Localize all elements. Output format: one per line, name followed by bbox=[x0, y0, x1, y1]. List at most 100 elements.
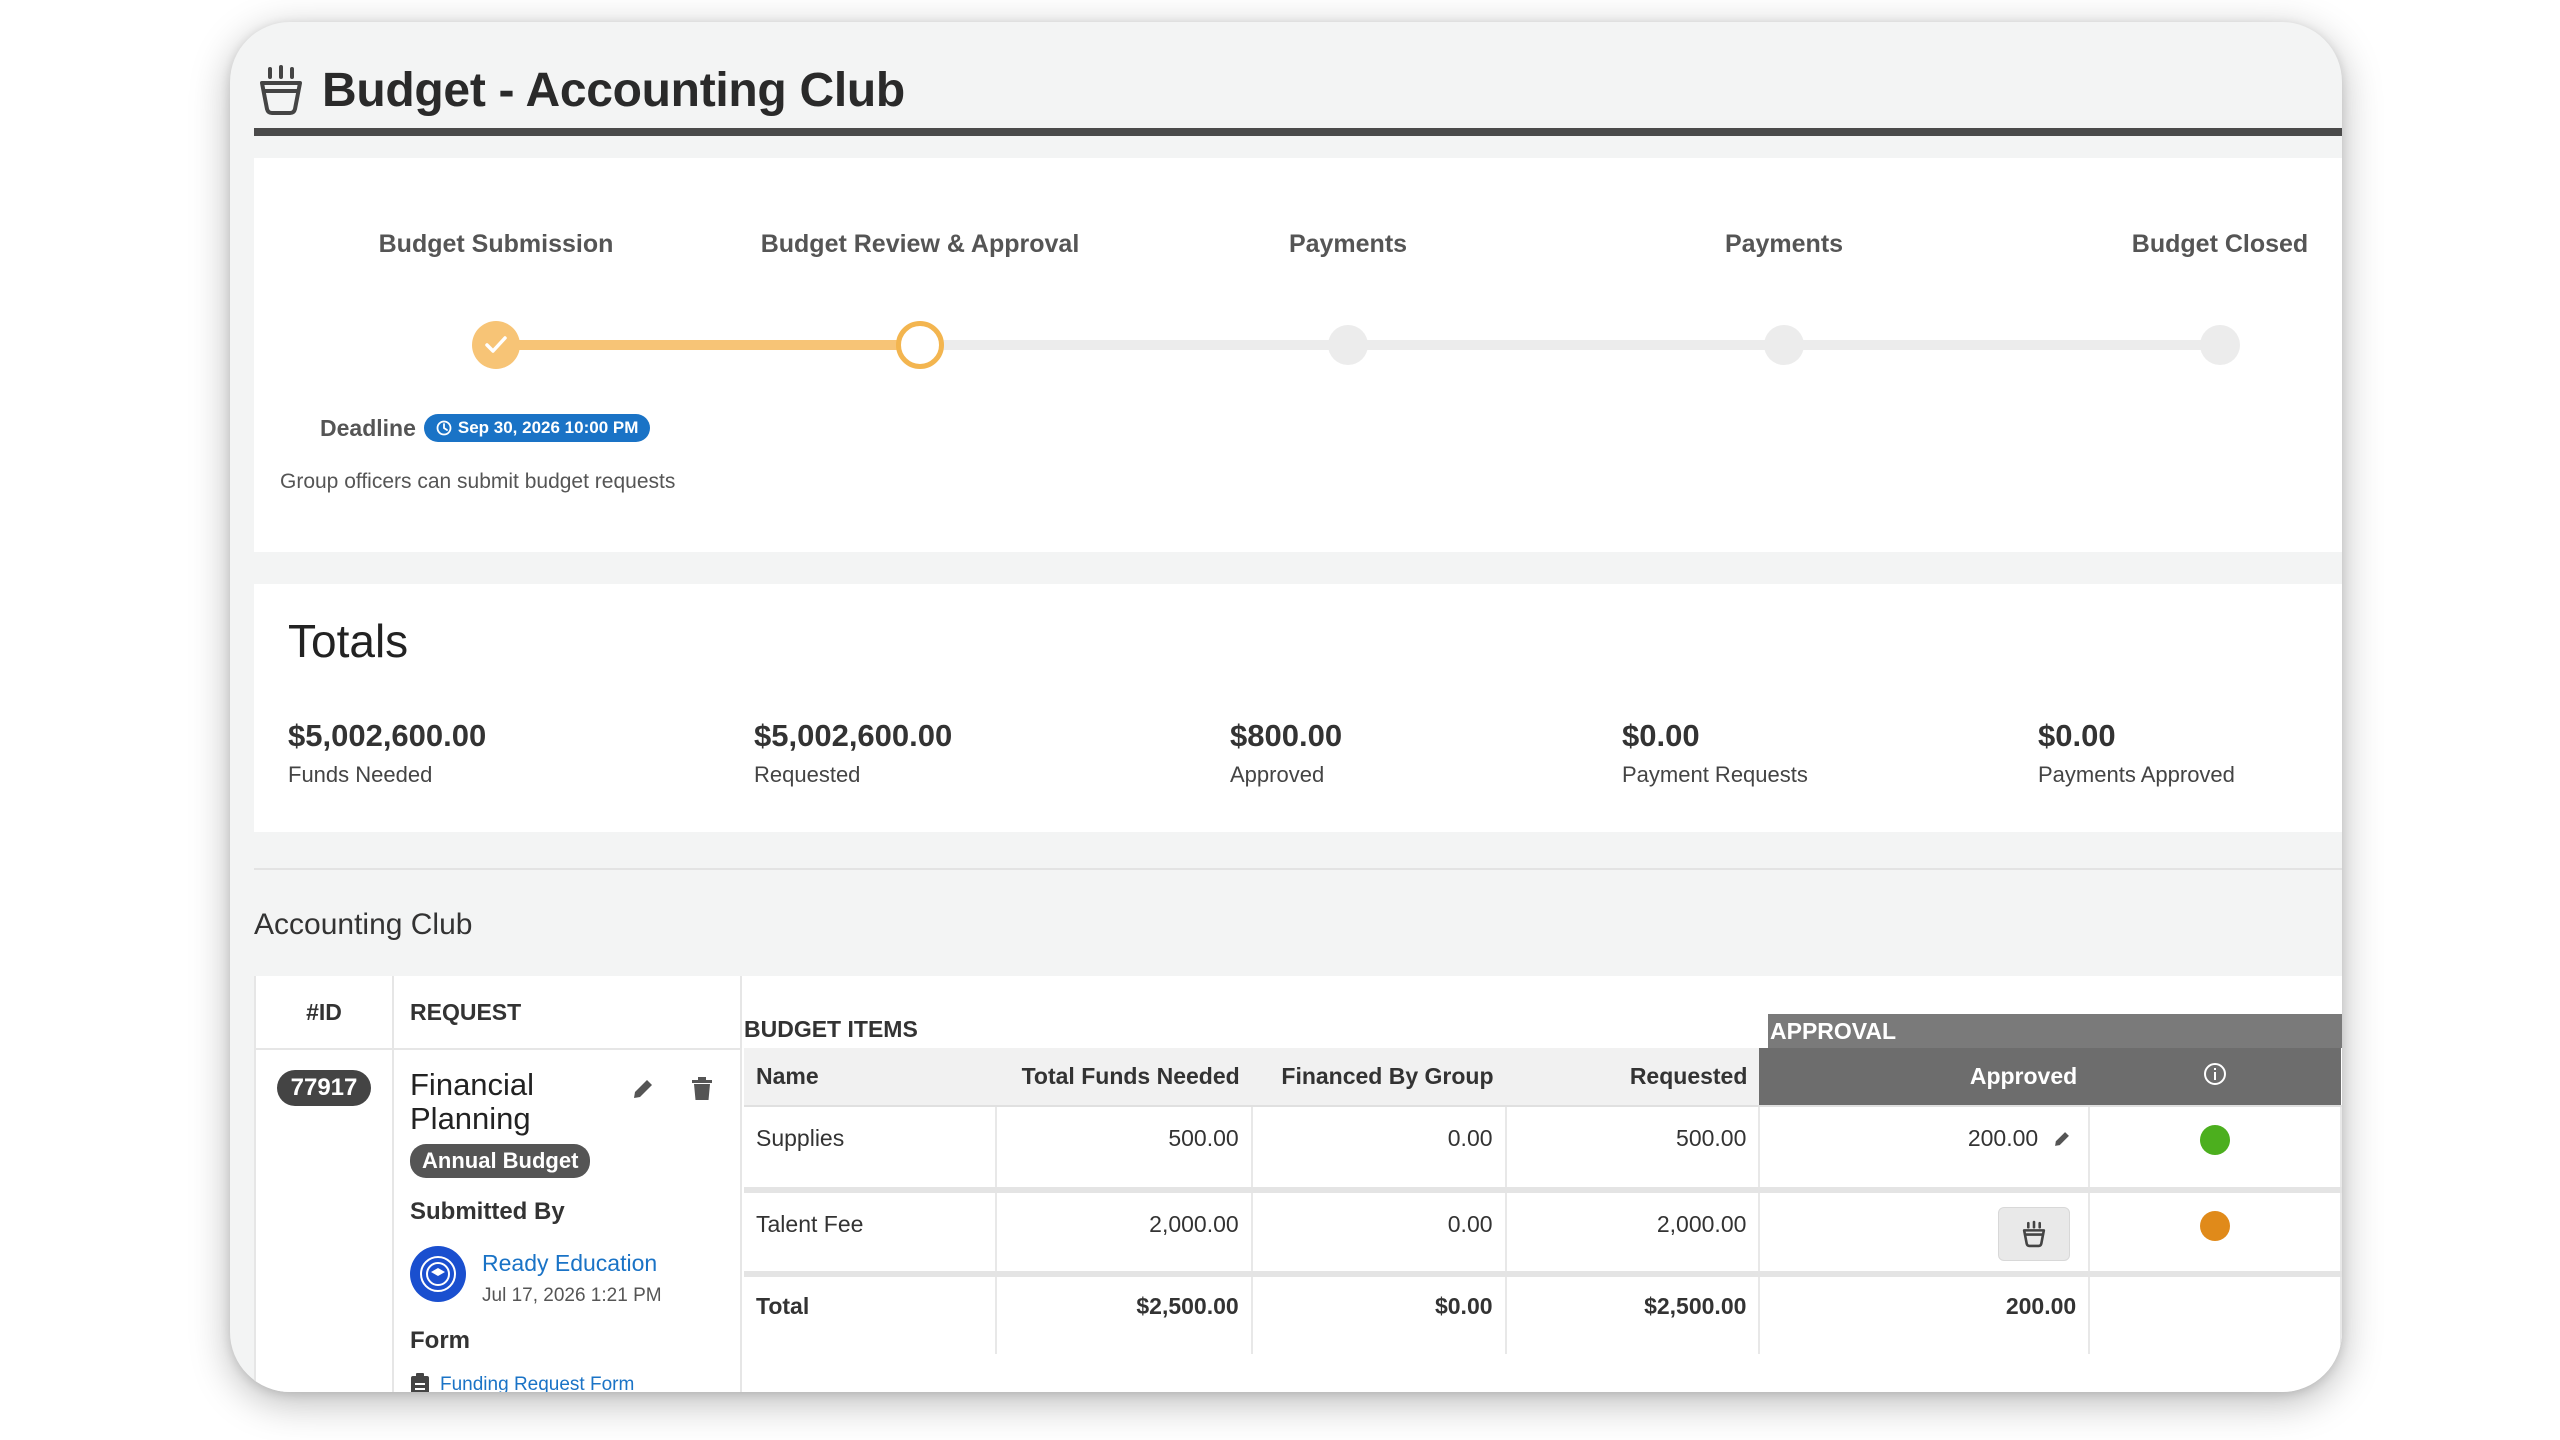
total-row-empty bbox=[2089, 1274, 2342, 1354]
id-header: #ID bbox=[256, 976, 392, 1050]
total-label: Approved bbox=[1230, 762, 1325, 787]
deadline-row: Deadline Sep 30, 2026 10:00 PM bbox=[320, 414, 651, 442]
column-name: Name bbox=[744, 1048, 996, 1107]
total-row-financed-by-group: $0.00 bbox=[1251, 1274, 1507, 1354]
form-link[interactable]: Funding Request Form bbox=[440, 1374, 635, 1392]
deadline-badge: Sep 30, 2026 10:00 PM bbox=[423, 414, 651, 442]
app-window: Budget - Accounting Club Budget Submissi… bbox=[230, 22, 2342, 1392]
step-label-budget-submission: Budget Submission bbox=[378, 230, 614, 258]
clock-icon bbox=[436, 420, 452, 436]
status-dot-approved bbox=[2200, 1125, 2231, 1155]
total-requested: $5,002,600.00 Requested bbox=[754, 718, 952, 788]
table-row: Talent Fee 2,000.00 0.00 2,000.00 bbox=[744, 1190, 2342, 1277]
step-node-budget-closed[interactable] bbox=[2200, 325, 2240, 365]
basket-icon bbox=[260, 65, 302, 115]
column-info bbox=[2089, 1048, 2341, 1107]
submitter: Ready Education Jul 17, 2026 1:21 PM bbox=[410, 1246, 724, 1307]
step-node-payments-2[interactable] bbox=[1764, 325, 1804, 365]
clipboard-icon bbox=[411, 1373, 429, 1392]
step-node-budget-review[interactable] bbox=[896, 321, 944, 369]
basket-icon bbox=[2023, 1220, 2046, 1248]
step-node-budget-submission[interactable] bbox=[472, 321, 520, 369]
budget-table: #ID 77917 REQUEST Financial Planning Ann… bbox=[254, 976, 2342, 1392]
item-approved: 200.00 bbox=[1967, 1125, 2039, 1151]
column-financed-by-group: Financed By Group bbox=[1251, 1048, 1506, 1107]
avatar bbox=[410, 1246, 466, 1302]
total-row-requested: $2,500.00 bbox=[1505, 1274, 1761, 1354]
status-dot-pending bbox=[2200, 1211, 2231, 1241]
total-amount: $800.00 bbox=[1230, 718, 1343, 753]
request-actions bbox=[630, 1076, 714, 1102]
request-type-badge: Annual Budget bbox=[410, 1144, 591, 1178]
total-row-approved: 200.00 bbox=[1759, 1274, 2091, 1354]
step-label-budget-review: Budget Review & Approval bbox=[760, 230, 1080, 258]
item-name: Supplies bbox=[744, 1106, 997, 1193]
deadline-value: Sep 30, 2026 10:00 PM bbox=[457, 418, 639, 437]
page-header: Budget - Accounting Club bbox=[254, 42, 905, 138]
form-link-row[interactable]: Funding Request Form bbox=[410, 1373, 724, 1392]
total-label: Payment Requests bbox=[1622, 762, 1808, 787]
school-logo-icon bbox=[420, 1256, 456, 1292]
total-approved: $800.00 Approved bbox=[1230, 718, 1342, 788]
total-row-funds-needed: $2,500.00 bbox=[995, 1274, 1253, 1354]
item-status-cell bbox=[2089, 1106, 2342, 1193]
total-amount: $5,002,600.00 bbox=[288, 718, 487, 753]
submitter-name[interactable]: Ready Education bbox=[482, 1250, 658, 1276]
deadline-label: Deadline bbox=[320, 414, 416, 441]
column-total-funds-needed: Total Funds Needed bbox=[995, 1048, 1252, 1107]
item-approved-cell bbox=[1759, 1190, 2091, 1277]
item-financed-by-group: 0.00 bbox=[1251, 1106, 1507, 1193]
step-label-payments: Payments bbox=[1288, 230, 1408, 258]
page-title: Budget - Accounting Club bbox=[322, 63, 905, 117]
step-label-budget-closed: Budget Closed bbox=[2131, 230, 2309, 258]
total-label: Requested bbox=[754, 762, 861, 787]
step-node-payments[interactable] bbox=[1328, 325, 1368, 365]
approval-header: APPROVAL bbox=[1768, 1014, 2342, 1048]
item-requested: 500.00 bbox=[1505, 1106, 1761, 1193]
submitted-date: Jul 17, 2026 1:21 PM bbox=[482, 1285, 662, 1306]
total-label: Funds Needed bbox=[288, 762, 433, 787]
workflow-stepper: Budget Submission Budget Review & Approv… bbox=[254, 158, 2342, 552]
total-payment-requests: $0.00 Payment Requests bbox=[1622, 718, 1808, 788]
request-header: REQUEST bbox=[394, 976, 740, 1050]
total-amount: $0.00 bbox=[1622, 718, 1700, 753]
section-title: Accounting Club bbox=[254, 908, 473, 941]
item-approved-cell: 200.00 bbox=[1759, 1106, 2091, 1193]
approve-item-button[interactable] bbox=[1998, 1207, 2071, 1261]
totals-title: Totals bbox=[288, 615, 409, 667]
item-total-funds-needed: 500.00 bbox=[995, 1106, 1253, 1193]
budget-items-table: Name Total Funds Needed Financed By Grou… bbox=[744, 1048, 2342, 1354]
item-status-cell bbox=[2089, 1190, 2342, 1277]
budget-items-area: BUDGET ITEMS APPROVAL Name Total Funds N… bbox=[744, 976, 2342, 1392]
item-financed-by-group: 0.00 bbox=[1251, 1190, 1507, 1277]
step-label-payments-2: Payments bbox=[1724, 230, 1844, 258]
check-icon bbox=[485, 336, 507, 353]
total-funds-needed: $5,002,600.00 Funds Needed bbox=[288, 718, 486, 788]
title-divider bbox=[254, 128, 2342, 136]
item-name: Talent Fee bbox=[744, 1190, 997, 1277]
total-payments-approved: $0.00 Payments Approved bbox=[2038, 718, 2235, 788]
submitted-by-label: Submitted By bbox=[410, 1198, 565, 1225]
budget-items-header: BUDGET ITEMS bbox=[744, 1016, 918, 1042]
request-id-badge[interactable]: 77917 bbox=[277, 1070, 371, 1106]
table-total-row: Total $2,500.00 $0.00 $2,500.00 200.00 bbox=[744, 1274, 2342, 1354]
info-icon[interactable] bbox=[2203, 1062, 2227, 1086]
id-column: #ID 77917 bbox=[254, 976, 394, 1392]
request-name: Financial Planning bbox=[410, 1067, 535, 1136]
trash-icon[interactable] bbox=[690, 1076, 714, 1102]
pencil-icon[interactable] bbox=[630, 1076, 656, 1102]
total-label: Payments Approved bbox=[2038, 762, 2235, 787]
total-amount: $5,002,600.00 bbox=[754, 718, 953, 753]
pencil-icon[interactable] bbox=[2052, 1129, 2072, 1149]
totals-panel: Totals $5,002,600.00 Funds Needed $5,002… bbox=[254, 584, 2342, 832]
column-requested: Requested bbox=[1505, 1048, 1760, 1107]
item-requested: 2,000.00 bbox=[1505, 1190, 1761, 1277]
total-row-label: Total bbox=[744, 1274, 997, 1354]
step-description: Group officers can submit budget request… bbox=[280, 470, 676, 493]
section-divider bbox=[254, 868, 2342, 870]
column-approved: Approved bbox=[1759, 1048, 2090, 1107]
request-column: REQUEST Financial Planning Annual Budget… bbox=[394, 976, 742, 1392]
total-amount: $0.00 bbox=[2038, 718, 2116, 753]
table-row: Supplies 500.00 0.00 500.00 200.00 bbox=[744, 1106, 2342, 1193]
item-total-funds-needed: 2,000.00 bbox=[995, 1190, 1253, 1277]
